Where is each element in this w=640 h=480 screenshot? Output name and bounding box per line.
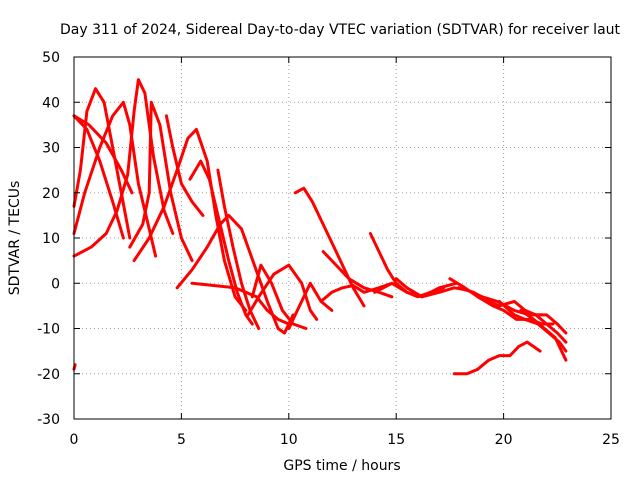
grid-lines bbox=[74, 57, 611, 419]
series-pass-c bbox=[72, 78, 175, 258]
series-pass-e bbox=[72, 114, 134, 195]
y-tick-label: 40 bbox=[42, 95, 60, 111]
series-pass-y bbox=[519, 308, 568, 362]
y-axis-label: SDTVAR / TECUs bbox=[7, 181, 23, 296]
x-tick-label: 0 bbox=[70, 432, 79, 448]
y-tick-label: 30 bbox=[42, 141, 60, 157]
series-pass-z bbox=[534, 313, 568, 344]
series-pass-h bbox=[132, 127, 248, 312]
series-pass-n bbox=[246, 263, 319, 321]
series-pass-j bbox=[216, 168, 261, 330]
series-pass-g bbox=[164, 114, 205, 217]
series-pass-f bbox=[128, 100, 194, 263]
x-tick-label: 20 bbox=[495, 432, 513, 448]
y-tick-label: -10 bbox=[37, 322, 60, 338]
series-pass-o bbox=[287, 281, 334, 330]
y-tick-label: -30 bbox=[37, 412, 60, 428]
series-pass-i bbox=[188, 159, 254, 326]
series-pass-k bbox=[175, 213, 295, 335]
series-pass-r bbox=[319, 281, 394, 303]
x-tick-label: 25 bbox=[602, 432, 620, 448]
x-axis-label: GPS time / hours bbox=[283, 458, 400, 474]
y-tick-label: -20 bbox=[37, 367, 60, 383]
series-pass-p bbox=[293, 186, 366, 308]
series-pass-a bbox=[72, 87, 132, 240]
series-pass-l bbox=[190, 281, 291, 326]
y-tick-label: 10 bbox=[42, 231, 60, 247]
series-pass-w bbox=[457, 286, 568, 335]
series-pass-t bbox=[373, 281, 458, 299]
series-pass-d bbox=[72, 114, 125, 240]
series-pass-q bbox=[321, 250, 394, 299]
axis-ticks bbox=[73, 56, 612, 420]
axis-tick-labels: 0 5 10 15 20 25 -30 -20 -10 0 10 20 30 40 50 bbox=[37, 50, 620, 448]
data-series bbox=[72, 78, 568, 376]
series-pass-x bbox=[497, 299, 568, 353]
y-tick-label: 20 bbox=[42, 186, 60, 202]
series-pass-m bbox=[250, 263, 308, 330]
x-tick-label: 15 bbox=[387, 432, 405, 448]
x-tick-label: 10 bbox=[280, 432, 298, 448]
series-pass-aa bbox=[452, 340, 542, 376]
y-tick-label: 50 bbox=[42, 50, 60, 66]
chart-title: Day 311 of 2024, Sidereal Day-to-day VTE… bbox=[60, 22, 621, 38]
x-tick-label: 5 bbox=[177, 432, 186, 448]
y-tick-label: 0 bbox=[51, 276, 60, 292]
